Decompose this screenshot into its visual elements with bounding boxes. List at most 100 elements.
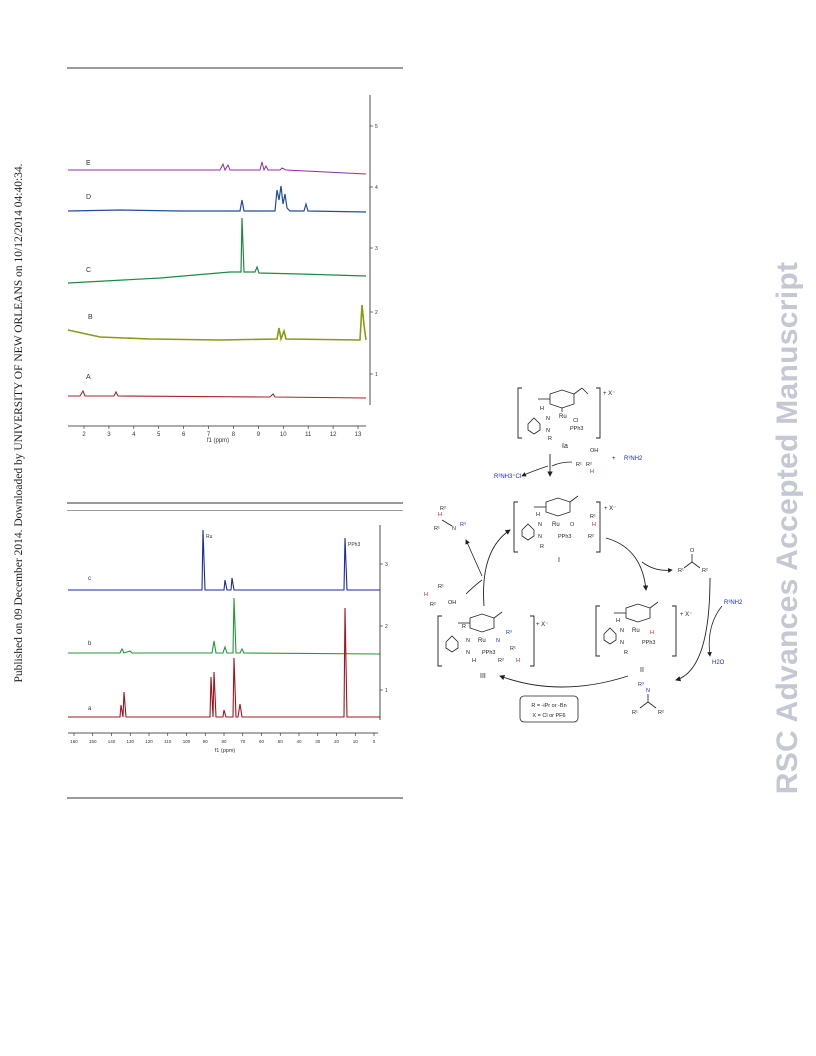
svg-text:R²: R² xyxy=(498,658,504,664)
svg-text:R²: R² xyxy=(586,462,592,468)
f2-trace-c: c Ru PPh3 xyxy=(68,529,380,591)
x-tick-label: 130 xyxy=(126,739,134,744)
f1-trace-label: A xyxy=(86,374,91,381)
x-tick-label: 140 xyxy=(108,739,116,744)
f2-trace-label: c xyxy=(88,576,91,582)
svg-text:X = Cl or PF6: X = Cl or PF6 xyxy=(532,713,565,719)
f1-trace-label: C xyxy=(86,267,91,274)
svg-text:N: N xyxy=(646,688,650,694)
y-tick-label: 4 xyxy=(375,185,378,191)
y-tick-label: 3 xyxy=(375,246,378,252)
f2-trace-a: a xyxy=(68,607,380,718)
svg-text:H: H xyxy=(438,512,442,518)
svg-text:III: III xyxy=(480,673,486,680)
x-tick-label: 13 xyxy=(355,432,362,438)
x-tick-label: 150 xyxy=(89,739,97,744)
svg-text:R³: R³ xyxy=(506,630,512,636)
bottom-rule xyxy=(67,797,403,799)
svg-text:N: N xyxy=(620,628,624,634)
figure-2-svg: c Ru PPh3 b a 160 150 140 130 120 110 100 90 80 7… xyxy=(68,525,388,754)
mid-rule-1 xyxy=(67,502,403,504)
svg-text:R²: R² xyxy=(440,506,446,512)
f1-x-ticks: 2 3 4 5 6 7 8 9 10 11 12 13 xyxy=(82,426,362,438)
svg-text:Ru: Ru xyxy=(632,628,640,634)
x-tick-label: 11 xyxy=(305,432,312,438)
y-tick-label: 2 xyxy=(385,624,388,630)
svg-text:R = -iPr or -Bn: R = -iPr or -Bn xyxy=(531,703,566,709)
svg-text:R³: R³ xyxy=(460,522,466,528)
svg-text:R¹: R¹ xyxy=(632,710,638,716)
x-tick-label: 50 xyxy=(278,739,284,744)
f1-trace-E: E xyxy=(68,160,367,175)
f2-trace-b: b xyxy=(68,597,381,655)
x-tick-label: 60 xyxy=(259,739,265,744)
x-tick-label: 90 xyxy=(203,739,209,744)
published-sidebar: Published on 09 December 2014. Downloade… xyxy=(12,163,26,682)
f1-trace-D: D xyxy=(67,185,367,213)
svg-text:N: N xyxy=(620,640,624,646)
mid-rule-2 xyxy=(67,510,403,511)
x-tick-label: 10 xyxy=(280,432,287,438)
x-tick-label: 2 xyxy=(82,432,86,438)
svg-text:R¹: R¹ xyxy=(590,514,596,520)
f1-trace-A: A xyxy=(68,374,367,399)
x-tick-label: 8 xyxy=(232,432,236,438)
published-text: Published on 09 December 2014. Downloade… xyxy=(13,163,25,683)
svg-text:PPh3: PPh3 xyxy=(482,650,495,656)
svg-text:N: N xyxy=(546,428,550,434)
top-rule xyxy=(67,67,403,69)
svg-text:N: N xyxy=(546,416,550,422)
f2-x-label: f1 (ppm) xyxy=(215,748,236,754)
svg-text:H: H xyxy=(536,512,540,518)
svg-text:H: H xyxy=(424,592,428,598)
x-tick-label: 40 xyxy=(296,739,302,744)
svg-text:R²: R² xyxy=(658,710,664,716)
svg-text:O: O xyxy=(570,522,575,528)
svg-text:H: H xyxy=(590,469,594,475)
svg-text:H: H xyxy=(472,658,476,664)
svg-text:Ia: Ia xyxy=(562,443,568,450)
x-tick-label: 3 xyxy=(107,432,111,438)
svg-text:Ru: Ru xyxy=(559,414,567,420)
x-tick-label: 160 xyxy=(70,739,78,744)
scheme-legend: R = -iPr or -Bn X = Cl or PF6 xyxy=(519,695,579,723)
svg-text:H: H xyxy=(616,618,620,624)
product-alcohol: R¹ R² H OH xyxy=(424,584,456,608)
scheme-svg: + X⁻ Ru Cl PPh3 H N N R Ia OH R¹ R² H + … xyxy=(424,387,743,723)
amine-reagent-2: R³NH2 xyxy=(724,600,743,606)
y-tick-label: 1 xyxy=(385,688,388,694)
svg-text:I: I xyxy=(558,557,560,564)
svg-text:H: H xyxy=(650,630,654,636)
x-tick-label: 120 xyxy=(145,739,153,744)
svg-text:N: N xyxy=(466,650,470,656)
svg-text:R¹: R¹ xyxy=(510,646,516,652)
product-amine: H R¹ R² N R³ xyxy=(434,506,466,532)
f2-trace-label: a xyxy=(88,706,92,712)
y-tick-label: 5 xyxy=(375,124,378,130)
f1-trace-label: D xyxy=(86,194,91,201)
svg-text:PPh3: PPh3 xyxy=(558,534,571,540)
watermark-sidebar: RSC Advances Accepted Manuscript xyxy=(770,248,806,808)
svg-text:+ X⁻: + X⁻ xyxy=(603,391,615,397)
f1-trace-B: B xyxy=(67,304,367,342)
svg-text:R: R xyxy=(624,650,628,656)
svg-text:N: N xyxy=(466,638,470,644)
svg-text:O: O xyxy=(690,548,695,554)
svg-text:R: R xyxy=(540,544,544,550)
svg-text:Ru: Ru xyxy=(552,522,560,528)
svg-text:OH: OH xyxy=(448,600,456,606)
svg-text:OH: OH xyxy=(590,448,598,454)
f2-peak-label-ru: Ru xyxy=(206,534,213,540)
svg-text:R³NH2: R³NH2 xyxy=(624,456,643,462)
svg-text:Cl: Cl xyxy=(573,418,578,424)
x-tick-label: 80 xyxy=(221,739,227,744)
svg-text:H: H xyxy=(540,406,544,412)
f1-trace-C: C xyxy=(67,217,367,284)
substrate-alcohol: OH R¹ R² H + R³NH2 xyxy=(576,448,643,475)
x-tick-label: 5 xyxy=(157,432,161,438)
x-tick-label: 20 xyxy=(334,739,340,744)
y-tick-label: 1 xyxy=(375,372,378,378)
f1-x-label: f1 (ppm) xyxy=(207,438,229,444)
svg-text:R¹: R¹ xyxy=(434,526,440,532)
x-tick-label: 0 xyxy=(373,739,376,744)
